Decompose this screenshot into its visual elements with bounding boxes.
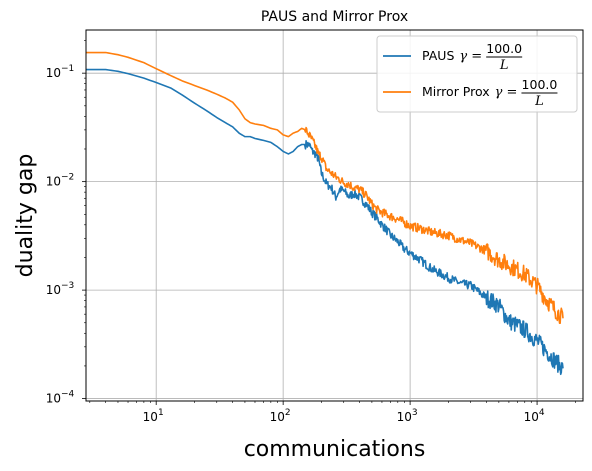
legend-fraction-numerator: 100.0 [486, 41, 522, 56]
legend-label: PAUS [422, 48, 454, 63]
legend-fraction-denominator: L [499, 58, 509, 73]
ticks: 101 102 103 104 10−4 10−3 10−2 10−1 [46, 40, 576, 424]
plot-frame [85, 29, 584, 402]
series-line-paus [86, 68, 564, 376]
x-tick-label: 103 [397, 408, 418, 424]
legend: PAUS γ = 100.0 L Mirror Prox γ = 100.0 L [376, 35, 578, 113]
y-tick-label: 10−2 [46, 173, 75, 189]
x-axis-label: communications [244, 437, 426, 462]
y-axis-label: duality gap [13, 154, 38, 278]
legend-gamma: γ = [459, 49, 482, 64]
series-line-mirror-prox [86, 51, 564, 325]
y-tick-label: 10−1 [46, 64, 75, 80]
series-layer [86, 51, 564, 376]
x-tick-label: 102 [270, 408, 291, 424]
y-tick-label: 10−4 [46, 390, 75, 406]
legend-fraction-denominator: L [534, 94, 544, 109]
x-tick-label: 104 [524, 408, 545, 424]
legend-label: Mirror Prox [422, 84, 490, 99]
legend-box [376, 35, 578, 113]
legend-fraction-numerator: 100.0 [522, 77, 558, 92]
y-tick-label: 10−3 [46, 281, 75, 297]
legend-gamma: γ = [495, 85, 518, 100]
chart-title: PAUS and Mirror Prox [261, 9, 408, 25]
x-tick-label: 101 [143, 408, 164, 424]
